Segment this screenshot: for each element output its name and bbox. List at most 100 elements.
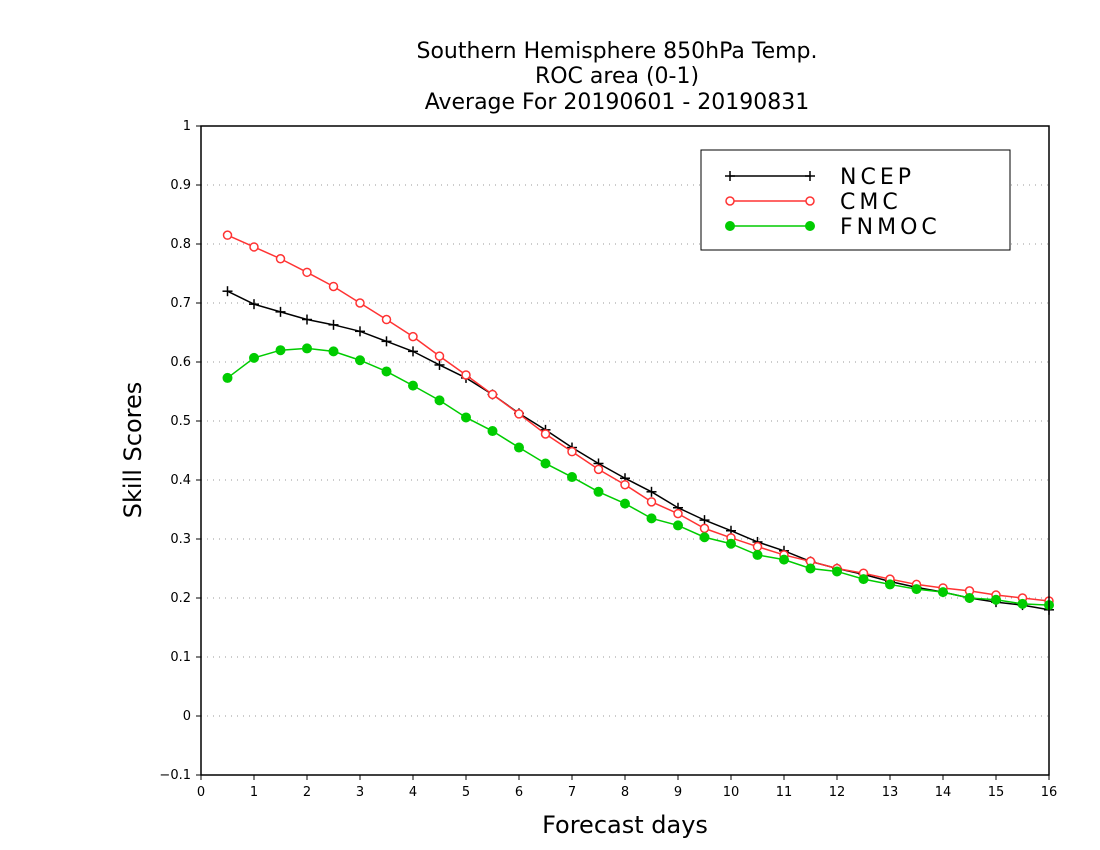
x-tick-label: 4 xyxy=(409,785,417,800)
data-point-cmc xyxy=(514,409,524,419)
data-point-fnmoc xyxy=(858,574,869,585)
x-tick-label: 14 xyxy=(935,785,952,800)
data-point-cmc xyxy=(249,242,259,252)
legend-marker-fnmoc xyxy=(725,221,735,231)
data-point-cmc xyxy=(461,370,471,380)
data-point-cmc xyxy=(752,541,763,552)
data-point-cmc xyxy=(328,281,339,292)
x-tick-label: 0 xyxy=(197,785,205,800)
data-point-cmc xyxy=(540,429,551,439)
data-point-cmc xyxy=(646,497,657,507)
series-ncep xyxy=(222,286,1054,615)
gridlines xyxy=(201,184,1049,717)
data-point-fnmoc xyxy=(752,549,763,560)
data-point-fnmoc xyxy=(434,395,445,406)
x-tick-label: 7 xyxy=(568,785,576,800)
y-tick-label: 0.5 xyxy=(170,414,191,429)
data-point-fnmoc xyxy=(673,520,683,531)
data-point-fnmoc xyxy=(302,343,312,354)
data-point-fnmoc xyxy=(646,513,657,524)
x-tick-label: 2 xyxy=(303,785,311,800)
data-point-cmc xyxy=(487,389,498,400)
data-point-fnmoc xyxy=(514,442,524,453)
data-point-fnmoc xyxy=(885,579,895,590)
data-point-fnmoc xyxy=(620,498,630,509)
data-point-cmc xyxy=(302,267,312,278)
series-line-ncep xyxy=(227,290,1050,611)
legend-item-fnmoc: FNMOC xyxy=(725,215,941,240)
legend-label-ncep: NCEP xyxy=(840,165,915,190)
y-tick-label: 0 xyxy=(183,709,191,724)
data-point-cmc xyxy=(593,464,604,475)
series-group xyxy=(222,230,1054,615)
chart-title-line-2: ROC area (0-1) xyxy=(535,64,699,89)
data-point-cmc xyxy=(355,298,365,308)
data-point-fnmoc xyxy=(726,538,736,549)
y-tick-label: 0.9 xyxy=(170,178,191,193)
data-point-fnmoc xyxy=(938,587,948,598)
y-tick-label: 0.4 xyxy=(170,473,191,488)
data-point-cmc xyxy=(567,446,577,457)
data-point-ncep xyxy=(249,299,259,310)
series-line-fnmoc xyxy=(227,347,1050,606)
plot-frame xyxy=(200,125,1050,776)
legend-marker-fnmoc xyxy=(805,221,815,231)
legend-marker-ncep xyxy=(725,171,735,181)
data-point-fnmoc xyxy=(991,594,1001,605)
data-point-ncep xyxy=(222,286,233,297)
y-tick-label: 1 xyxy=(183,119,191,134)
data-point-fnmoc xyxy=(461,412,471,423)
y-tick-label: −0.1 xyxy=(159,768,191,783)
axis-ticks: −0.100.10.20.30.40.50.60.70.80.910 1 2 3 4 5 6… xyxy=(159,119,1057,800)
series-cmc xyxy=(222,230,1054,606)
chart-title-line-3: Average For 20190601 - 20190831 xyxy=(425,90,810,115)
data-point-fnmoc xyxy=(275,345,286,356)
x-axis-title: Forecast days xyxy=(542,811,708,839)
data-point-fnmoc xyxy=(408,380,418,391)
data-point-cmc xyxy=(434,351,445,361)
x-tick-label: 10 xyxy=(723,785,740,800)
x-tick-label: 16 xyxy=(1041,785,1058,800)
x-tick-label: 13 xyxy=(882,785,899,800)
y-tick-label: 0.8 xyxy=(170,237,191,252)
x-tick-label: 15 xyxy=(988,785,1005,800)
data-point-cmc xyxy=(620,479,630,490)
legend-box xyxy=(700,149,1011,251)
data-point-fnmoc xyxy=(911,584,922,595)
data-point-ncep xyxy=(328,319,339,330)
data-point-fnmoc xyxy=(779,554,789,565)
legend-item-cmc: CMC xyxy=(725,190,898,215)
x-tick-label: 12 xyxy=(829,785,846,800)
data-point-fnmoc xyxy=(249,352,259,363)
data-point-fnmoc xyxy=(540,458,551,469)
x-tick-label: 1 xyxy=(250,785,258,800)
legend-marker-cmc xyxy=(725,196,735,206)
x-tick-label: 6 xyxy=(515,785,523,800)
x-tick-label: 11 xyxy=(776,785,793,800)
y-tick-label: 0.2 xyxy=(170,591,191,606)
legend-marker-ncep xyxy=(805,171,815,181)
legend-label-fnmoc: FNMOC xyxy=(840,215,941,240)
x-tick-label: 5 xyxy=(462,785,470,800)
data-point-ncep xyxy=(646,486,657,497)
data-point-cmc xyxy=(699,523,710,534)
data-point-ncep xyxy=(381,336,392,347)
data-point-fnmoc xyxy=(381,366,392,377)
data-point-cmc xyxy=(673,508,683,519)
data-point-fnmoc xyxy=(355,355,365,366)
data-point-cmc xyxy=(381,314,392,325)
data-point-fnmoc xyxy=(328,346,339,357)
series-fnmoc xyxy=(222,343,1054,611)
data-point-fnmoc xyxy=(964,593,975,603)
x-tick-label: 3 xyxy=(356,785,364,800)
data-point-cmc xyxy=(275,254,286,264)
data-point-ncep xyxy=(408,346,418,357)
data-point-fnmoc xyxy=(593,486,604,497)
data-point-ncep xyxy=(302,314,312,325)
data-point-cmc xyxy=(408,331,418,342)
series-line-cmc xyxy=(227,234,1050,602)
data-point-fnmoc xyxy=(699,532,710,543)
